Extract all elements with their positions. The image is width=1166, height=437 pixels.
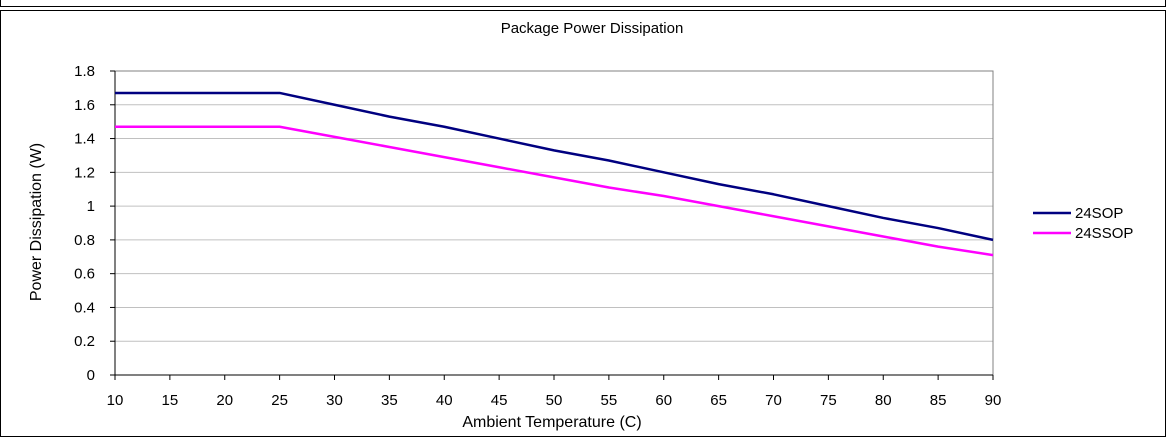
legend-box — [1028, 199, 1164, 245]
legend-label-24ssop: 24SSOP — [1075, 225, 1133, 242]
x-tick-label: 75 — [820, 392, 837, 409]
y-tick-label: 1 — [87, 198, 95, 215]
x-tick-label: 65 — [710, 392, 727, 409]
legend-label-24sop: 24SOP — [1075, 205, 1123, 222]
chart-title: Package Power Dissipation — [501, 20, 684, 37]
y-tick-label: 0.8 — [74, 232, 95, 249]
x-tick-label: 50 — [546, 392, 563, 409]
y-tick-label: 0.4 — [74, 299, 95, 316]
x-axis-ticks: 10 15 20 25 30 35 40 45 50 55 60 65 70 75 80 85 90 — [107, 374, 1002, 409]
x-tick-label: 40 — [436, 392, 453, 409]
series-lines — [115, 91, 994, 257]
x-tick-label: 35 — [381, 392, 398, 409]
y-tick-label: 1.6 — [74, 97, 95, 114]
x-tick-label: 20 — [216, 392, 233, 409]
y-axis-ticks: 0 0.2 0.4 0.6 0.8 1 1.2 1.4 1.6 1.8 — [74, 63, 116, 384]
grid-lines — [115, 70, 993, 342]
series-line-24ssop — [115, 125, 994, 257]
y-tick-label: 1.8 — [74, 63, 95, 80]
y-axis-title: Power Dissipation (W) — [28, 143, 45, 301]
x-axis-title: Ambient Temperature (C) — [462, 414, 641, 431]
x-tick-label: 80 — [875, 392, 892, 409]
y-tick-label: 1.2 — [74, 164, 95, 181]
plot-area — [114, 70, 994, 376]
x-tick-label: 15 — [162, 392, 179, 409]
y-tick-label: 1.4 — [74, 131, 95, 148]
x-tick-label: 55 — [601, 392, 618, 409]
y-tick-label: 0 — [87, 367, 95, 384]
x-tick-label: 70 — [765, 392, 782, 409]
x-tick-label: 10 — [107, 392, 124, 409]
y-tick-label: 0.2 — [74, 333, 95, 350]
x-tick-label: 90 — [985, 392, 1002, 409]
x-tick-label: 45 — [491, 392, 508, 409]
series-line-24sop — [115, 91, 994, 242]
x-tick-label: 25 — [271, 392, 288, 409]
x-tick-label: 85 — [930, 392, 947, 409]
y-tick-label: 0.6 — [74, 266, 95, 283]
x-tick-label: 60 — [655, 392, 672, 409]
legend: 24SOP 24SSOP — [1028, 199, 1164, 245]
x-tick-label: 30 — [326, 392, 343, 409]
